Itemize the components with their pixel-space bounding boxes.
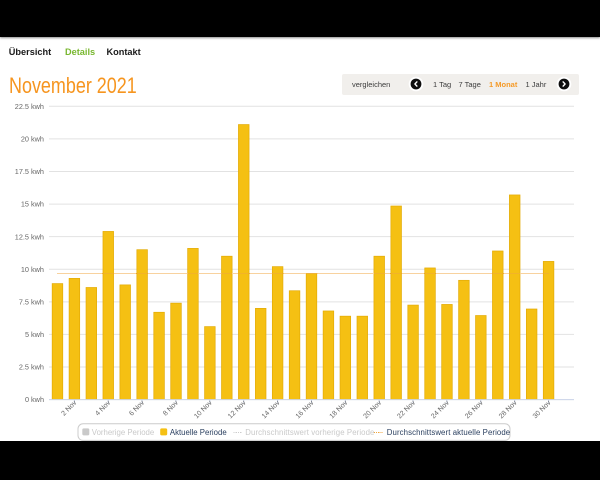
svg-text:12 Nov: 12 Nov — [227, 399, 248, 420]
svg-text:28 Nov: 28 Nov — [498, 399, 519, 420]
svg-text:Durchschnittswert vorherige Pe: Durchschnittswert vorherige Periode — [245, 428, 374, 437]
svg-text:10 kwh: 10 kwh — [21, 265, 44, 274]
svg-text:12.5 kwh: 12.5 kwh — [15, 232, 44, 241]
svg-text:22 Nov: 22 Nov — [396, 399, 417, 420]
svg-text:20 kwh: 20 kwh — [21, 134, 44, 143]
svg-text:7.5 kwh: 7.5 kwh — [19, 297, 44, 306]
svg-text:5 kwh: 5 kwh — [25, 330, 44, 339]
svg-text:6 Nov: 6 Nov — [128, 399, 146, 417]
svg-text:2 Nov: 2 Nov — [60, 399, 78, 417]
svg-text:26 Nov: 26 Nov — [464, 399, 485, 420]
svg-text:10 Nov: 10 Nov — [193, 399, 214, 420]
svg-text:4 Nov: 4 Nov — [94, 399, 112, 417]
svg-text:16 Nov: 16 Nov — [295, 399, 316, 420]
svg-text:Vorherige Periode: Vorherige Periode — [92, 428, 154, 437]
svg-text:2.5 kwh: 2.5 kwh — [19, 363, 44, 372]
svg-text:22.5 kwh: 22.5 kwh — [15, 102, 44, 111]
svg-text:20 Nov: 20 Nov — [363, 399, 384, 420]
svg-text:14 Nov: 14 Nov — [261, 399, 282, 420]
svg-text:17.5 kwh: 17.5 kwh — [15, 167, 44, 176]
svg-text:Aktuelle Periode: Aktuelle Periode — [170, 428, 227, 437]
svg-text:0 kwh: 0 kwh — [25, 395, 44, 404]
svg-text:15 kwh: 15 kwh — [21, 200, 44, 209]
svg-text:8 Nov: 8 Nov — [162, 399, 180, 417]
svg-text:Durchschnittswert aktuelle Per: Durchschnittswert aktuelle Periode — [387, 428, 510, 437]
svg-text:30 Nov: 30 Nov — [532, 399, 553, 420]
svg-text:18 Nov: 18 Nov — [329, 399, 350, 420]
svg-text:24 Nov: 24 Nov — [430, 399, 451, 420]
